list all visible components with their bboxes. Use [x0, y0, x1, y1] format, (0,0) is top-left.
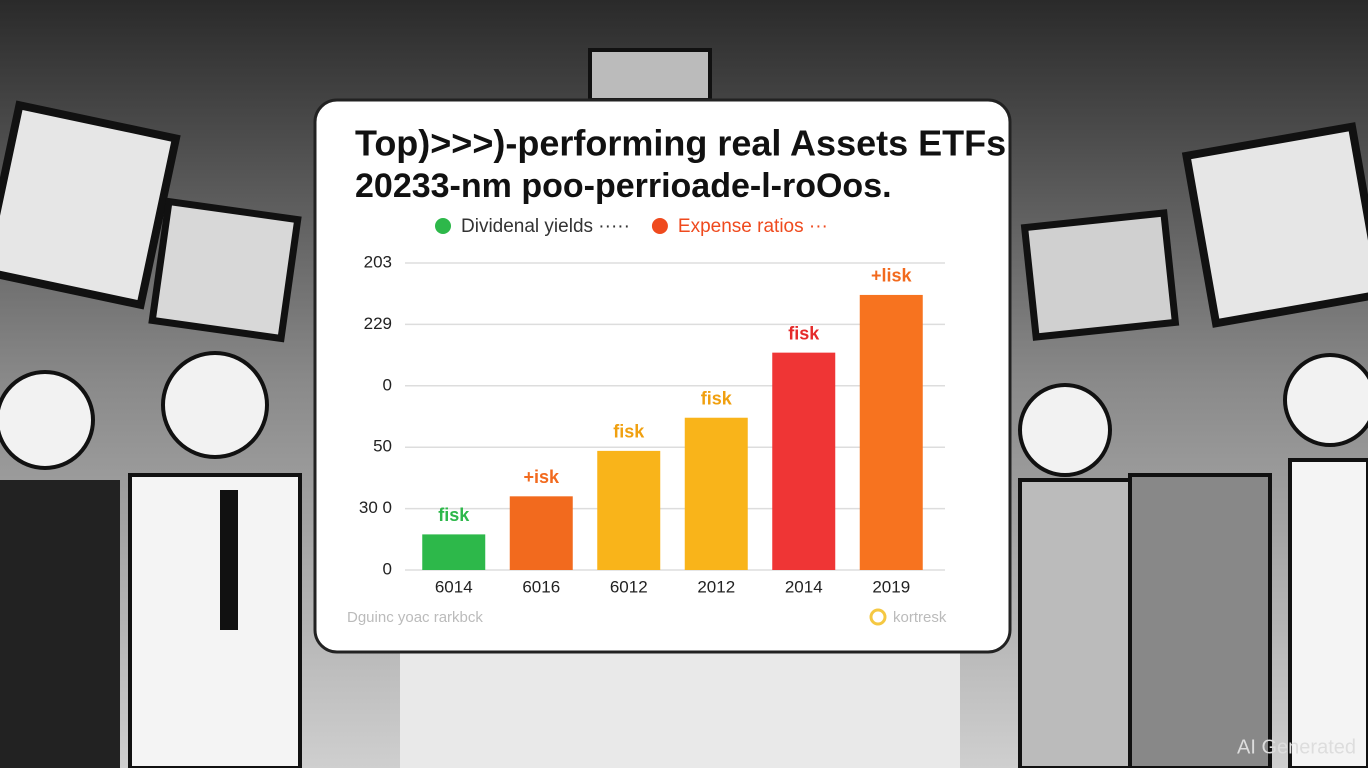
footer-icon	[869, 608, 887, 626]
x-tick-label: 6012	[610, 577, 648, 596]
y-tick-label: 229	[364, 314, 392, 333]
x-tick-label: 2019	[872, 577, 910, 596]
chart-subtitle: 20233-nm poo-perrioade-l-roOos.	[355, 167, 892, 205]
footer-left: Dguinc yoac rarkbck	[347, 609, 483, 626]
bar-annotation: fisk	[701, 388, 733, 408]
footer-right: kortresk	[893, 609, 947, 626]
x-tick-label: 6016	[522, 577, 560, 596]
y-tick-label: 50	[373, 437, 392, 456]
bar-annotation: fisk	[788, 323, 820, 343]
bar-annotation: +isk	[523, 467, 560, 487]
legend-label: Dividenal yields ·····	[461, 216, 630, 237]
chart-title: Top)>>>)-performing real Assets ETFs	[355, 123, 1006, 164]
y-tick-label: 0	[383, 559, 392, 578]
bar	[772, 352, 836, 570]
y-tick-label: 203	[364, 252, 392, 271]
bar-annotation: fisk	[613, 422, 645, 442]
legend-label: Expense ratios ···	[678, 216, 828, 237]
y-tick-label: 30 0	[359, 498, 392, 517]
x-tick-label: 2014	[785, 577, 823, 596]
chart-card	[313, 98, 1012, 654]
y-tick-label: 0	[383, 375, 392, 394]
trading-floor-illustration	[0, 48, 1368, 768]
legend-marker	[651, 218, 668, 234]
bar-annotation: fisk	[438, 505, 470, 525]
bar	[597, 450, 661, 570]
bar	[859, 294, 923, 570]
bar	[684, 417, 748, 570]
bar	[509, 496, 573, 570]
watermark: AI Generated	[1237, 736, 1356, 758]
bar-annotation: +lisk	[871, 266, 913, 286]
legend-marker	[435, 218, 451, 234]
bar	[422, 534, 486, 570]
x-tick-label: 6014	[435, 577, 473, 596]
x-tick-label: 2012	[697, 577, 735, 596]
